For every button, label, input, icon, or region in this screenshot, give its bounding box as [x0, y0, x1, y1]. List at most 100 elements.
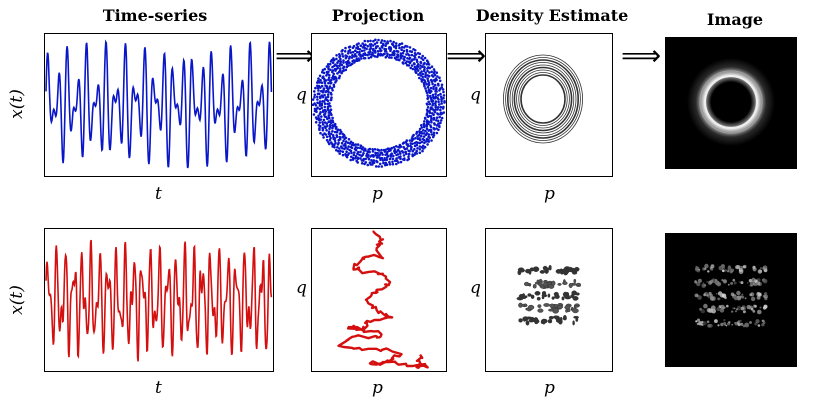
projection-point [328, 138, 332, 142]
projection-point [354, 49, 357, 52]
projection-point [337, 138, 340, 142]
projection-point [431, 93, 435, 97]
image-speckle [740, 306, 745, 311]
projection-point [388, 53, 392, 57]
projection-point [376, 50, 380, 53]
projection-point [345, 150, 348, 153]
arrow-icon: ⟹ [275, 39, 316, 72]
density-blob [544, 285, 549, 289]
projection-point [429, 119, 433, 122]
projection-point [348, 61, 351, 65]
y-axis-label-row1: x(t) [6, 89, 27, 119]
projection-point [420, 70, 423, 73]
density-blob [562, 317, 567, 321]
projection-point [349, 145, 353, 149]
projection-point [402, 151, 405, 154]
projection-point [332, 72, 335, 76]
projection-point [426, 106, 430, 109]
projection-point [320, 81, 324, 84]
projection-point [330, 96, 333, 99]
projection-point [427, 81, 431, 84]
projection-point [378, 156, 381, 159]
projection-point [379, 52, 383, 56]
projection-point [403, 55, 406, 59]
image-speckle [757, 324, 761, 327]
x-axis-label-row1: t [155, 184, 162, 204]
projection-point [380, 39, 384, 42]
projection-point [398, 146, 401, 149]
projection-point [327, 90, 330, 94]
projection-point [326, 117, 329, 120]
projection-point [338, 74, 341, 78]
image-speckle [737, 320, 741, 323]
density-blob [523, 281, 530, 287]
image-speckle [728, 321, 731, 324]
image-speckle [715, 292, 718, 295]
projection-point [375, 41, 379, 44]
projection-point [341, 135, 344, 139]
image-speckle [704, 263, 709, 269]
projection-point [359, 150, 362, 154]
projection-point [393, 159, 397, 163]
arrow-icon: ⟹ [446, 39, 487, 72]
x-axis-label-row2: t [155, 378, 162, 398]
projection-point [326, 124, 329, 128]
projection-point [413, 56, 417, 59]
projection-point [422, 147, 425, 150]
projection-point [430, 120, 433, 124]
projection-point [416, 135, 419, 138]
image-speckle [749, 321, 752, 324]
projection-point [321, 128, 325, 132]
projection-point [402, 154, 406, 157]
image-speckle [744, 297, 747, 300]
image-speckle [707, 280, 713, 285]
projection-point [331, 61, 335, 64]
projection-point [330, 78, 333, 82]
projection-point [429, 86, 433, 90]
projection-point [338, 128, 342, 132]
image-speckle [734, 294, 736, 297]
projection-point [430, 133, 434, 136]
projection-point [316, 106, 319, 109]
projection-point [351, 54, 354, 57]
projection-point [382, 42, 385, 46]
density-contour [511, 64, 575, 134]
projection-point [422, 125, 426, 129]
projection-point [427, 100, 430, 104]
image-speckle [752, 265, 756, 269]
projection-point [402, 62, 405, 65]
density-blob [538, 281, 543, 287]
projection-point [417, 73, 420, 76]
density-blob [534, 291, 541, 296]
projection-point [372, 159, 376, 162]
density-contour [513, 66, 573, 132]
projection-point [371, 51, 374, 55]
density-blob [557, 283, 562, 286]
projection-point [431, 75, 435, 78]
projection-point [329, 132, 333, 136]
projection-point [342, 69, 345, 72]
projection-point [395, 162, 398, 166]
projection-point [423, 66, 426, 69]
projection-point [322, 75, 325, 78]
projection-point [366, 44, 369, 48]
title-density-estimate: Density Estimate [475, 6, 629, 25]
projection-point [406, 57, 409, 60]
density-blob [529, 319, 535, 323]
projection-point [384, 153, 387, 156]
projection-point [440, 102, 443, 105]
projection-point [409, 66, 412, 70]
image-speckle [750, 307, 754, 311]
projection-point [431, 135, 435, 139]
projection-point [348, 55, 351, 59]
projection-point [426, 143, 429, 146]
projection-point [410, 53, 414, 57]
density-contour [505, 57, 581, 141]
projection-point [392, 40, 395, 44]
projection-point [373, 49, 377, 53]
projection-point [411, 67, 415, 71]
projection-point [436, 108, 439, 111]
projection-point [435, 78, 438, 82]
projection-point [379, 158, 382, 161]
image-speckle [695, 320, 698, 323]
